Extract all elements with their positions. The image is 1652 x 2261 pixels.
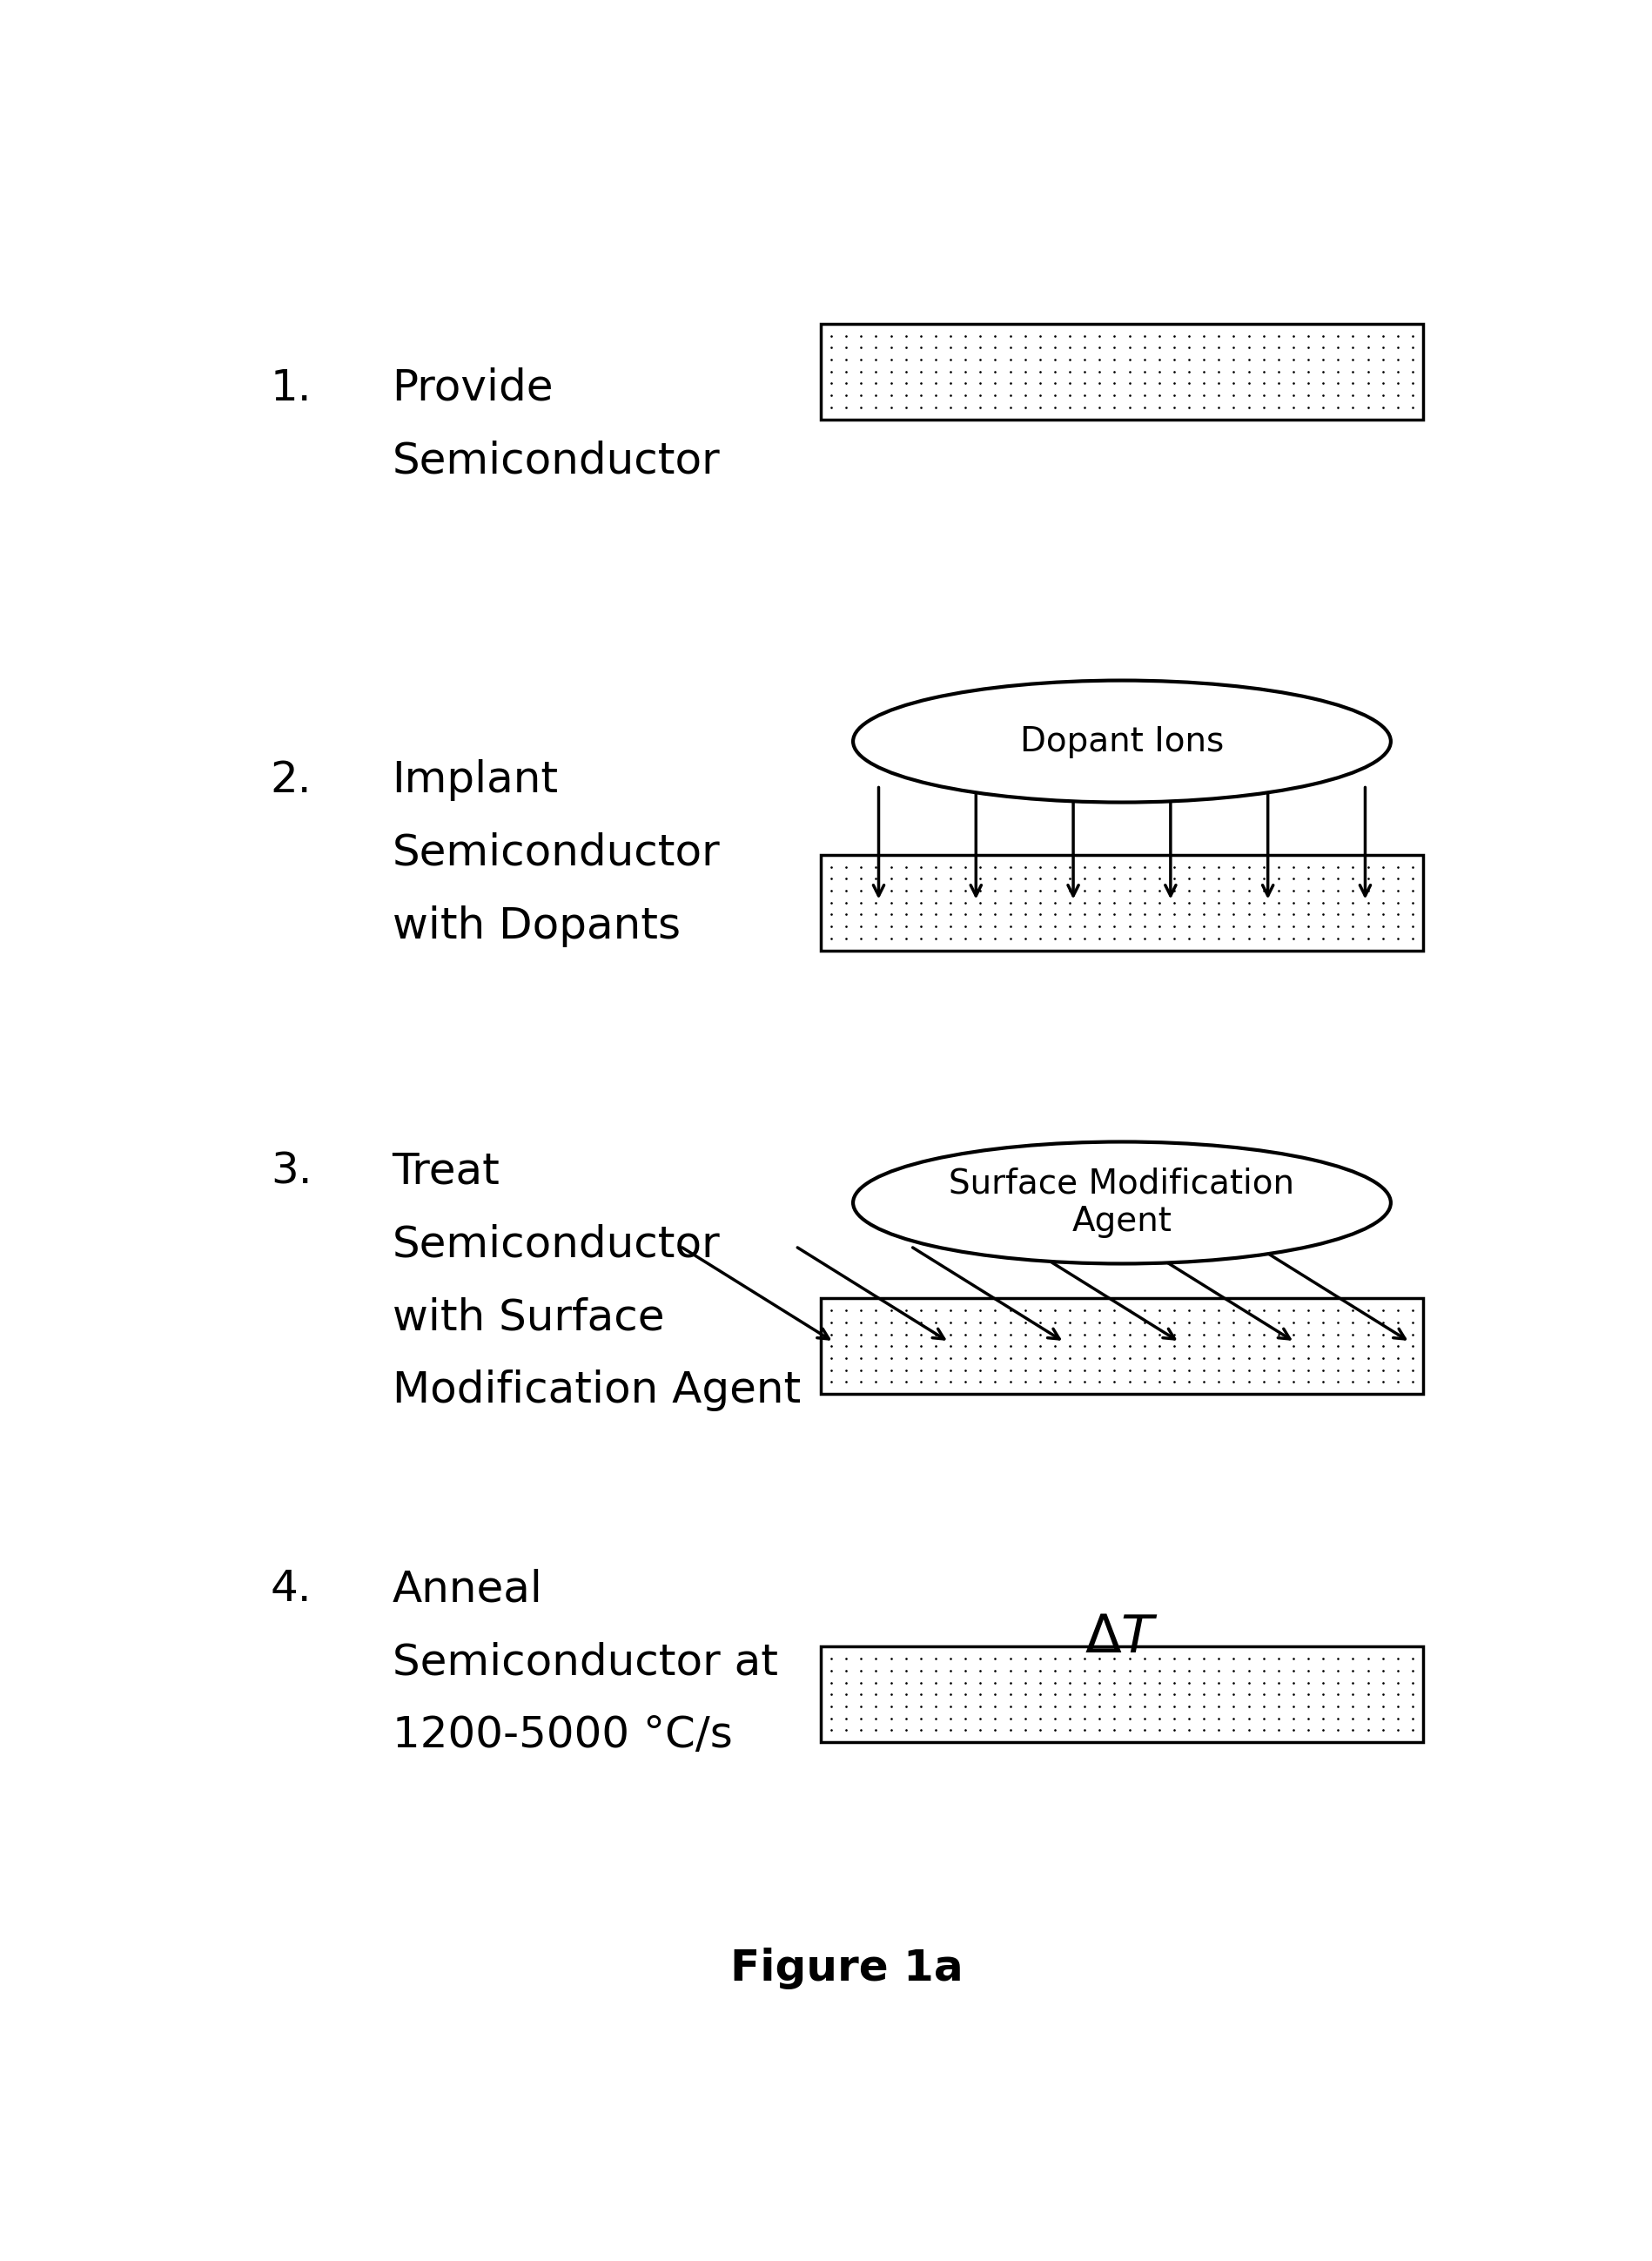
Text: Semiconductor: Semiconductor (392, 441, 720, 482)
Text: Surface Modification
Agent: Surface Modification Agent (950, 1167, 1295, 1239)
Text: Semiconductor: Semiconductor (392, 832, 720, 873)
Text: with Dopants: with Dopants (392, 904, 681, 947)
Text: 1.: 1. (271, 366, 312, 409)
Bar (821, 323, 1422, 418)
Text: Figure 1a: Figure 1a (730, 1949, 963, 1990)
Text: Semiconductor: Semiconductor (392, 1223, 720, 1266)
Ellipse shape (852, 681, 1391, 803)
Text: 2.: 2. (271, 760, 312, 800)
Bar (821, 855, 1422, 950)
Text: Implant: Implant (392, 760, 558, 800)
Ellipse shape (852, 1142, 1391, 1264)
Text: $\Delta T$: $\Delta T$ (1085, 1612, 1160, 1664)
Text: with Surface: with Surface (392, 1298, 664, 1339)
Text: Anneal: Anneal (392, 1569, 542, 1610)
Text: 1200-5000 °C/s: 1200-5000 °C/s (392, 1714, 732, 1757)
Bar (821, 1646, 1422, 1743)
Bar (821, 1298, 1422, 1395)
Text: Semiconductor at: Semiconductor at (392, 1641, 778, 1682)
Text: 4.: 4. (271, 1569, 312, 1610)
Text: Modification Agent: Modification Agent (392, 1370, 801, 1411)
Text: Treat: Treat (392, 1151, 501, 1192)
Text: 3.: 3. (271, 1151, 312, 1192)
Text: Provide: Provide (392, 366, 553, 409)
Text: Dopant Ions: Dopant Ions (1019, 726, 1224, 757)
